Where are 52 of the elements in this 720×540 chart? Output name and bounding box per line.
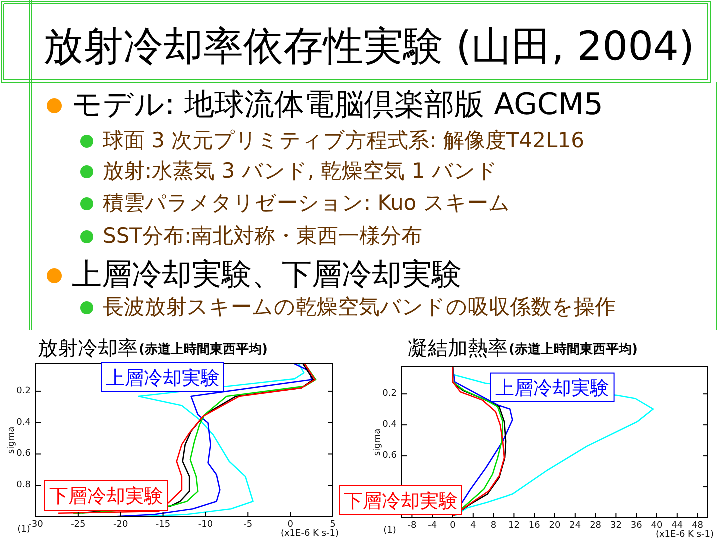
x-tick-label: 0 [450, 521, 456, 531]
x-tick-label: 16 [528, 521, 541, 531]
y-tick-label: 0.4 [382, 420, 398, 430]
series-label: 上層冷却実験 [496, 378, 610, 400]
x-tick-label: -10 [198, 520, 214, 530]
y-axis-title: sigma [373, 428, 383, 456]
y-tick-label: 0.2 [16, 386, 31, 396]
x-tick-label: 40 [651, 521, 663, 531]
x-tick-label: -5 [244, 520, 253, 530]
x-tick-label: 48 [692, 521, 704, 531]
y-tick-label: 0.4 [16, 418, 32, 428]
text: 放射:水蒸気 3 バンド, 乾燥空気 1 バンド [103, 159, 498, 183]
text: モデル: 地球流体電脳倶楽部版 AGCM5 [72, 88, 604, 122]
x-tick-label: 5 [330, 520, 336, 530]
x-axis-title: (x1E-6 K s-1) [280, 529, 339, 539]
y-tick-label: 0.8 [16, 480, 32, 491]
series-label: 下層冷却実験 [344, 490, 458, 512]
x-tick-label: -30 [28, 520, 44, 530]
text: (1) [384, 526, 396, 536]
chart-title: 凝結加熱率 [408, 336, 508, 360]
x-tick-label: -20 [114, 520, 128, 530]
chart-subtitle: (赤道上時間東西平均) [509, 342, 638, 358]
x-tick-label: -25 [71, 520, 86, 530]
y-tick-label: 0.6 [382, 451, 398, 462]
x-tick-label: 4 [470, 521, 477, 531]
series-label: 上層冷却実験 [106, 368, 220, 390]
x-tick-label: -15 [156, 520, 171, 530]
text: 放射冷却率依存性実験 (山田, 2004) [43, 24, 695, 70]
x-tick-label: 8 [490, 521, 497, 531]
text: 長波放射スキームの乾燥空気バンドの吸収係数を操作 [103, 295, 616, 319]
series-label: 下層冷却実験 [50, 486, 164, 508]
text: SST分布:南北対称・東西一様分布 [103, 224, 423, 248]
x-tick-label: 20 [549, 521, 561, 531]
x-tick-label: 44 [672, 521, 684, 531]
text: (1) [18, 525, 30, 535]
text: 積雲パラメタリゼーション: Kuo スキーム [103, 191, 510, 215]
x-axis-title: (x1E-6 K s-1) [656, 530, 714, 540]
y-axis-title: sigma [7, 426, 17, 454]
x-tick-label: 32 [610, 521, 622, 531]
chart-subtitle: (赤道上時間東西平均) [139, 342, 268, 358]
x-tick-label: 36 [630, 521, 643, 531]
x-tick-label: 24 [570, 521, 582, 531]
x-tick-label: 12 [508, 521, 520, 531]
y-tick-label: 0.2 [382, 389, 397, 400]
x-tick-label: -8 [408, 521, 417, 531]
x-tick-label: 0 [288, 520, 294, 530]
y-tick-label: 0.6 [16, 449, 32, 460]
chart-title: 放射冷却率 [38, 336, 138, 360]
x-tick-label: 28 [590, 521, 602, 531]
text: 球面 3 次元プリミティブ方程式系: 解像度T42L16 [103, 128, 584, 152]
text: 上層冷却実験、下層冷却実験 [72, 258, 462, 292]
x-tick-label: -4 [428, 521, 438, 531]
